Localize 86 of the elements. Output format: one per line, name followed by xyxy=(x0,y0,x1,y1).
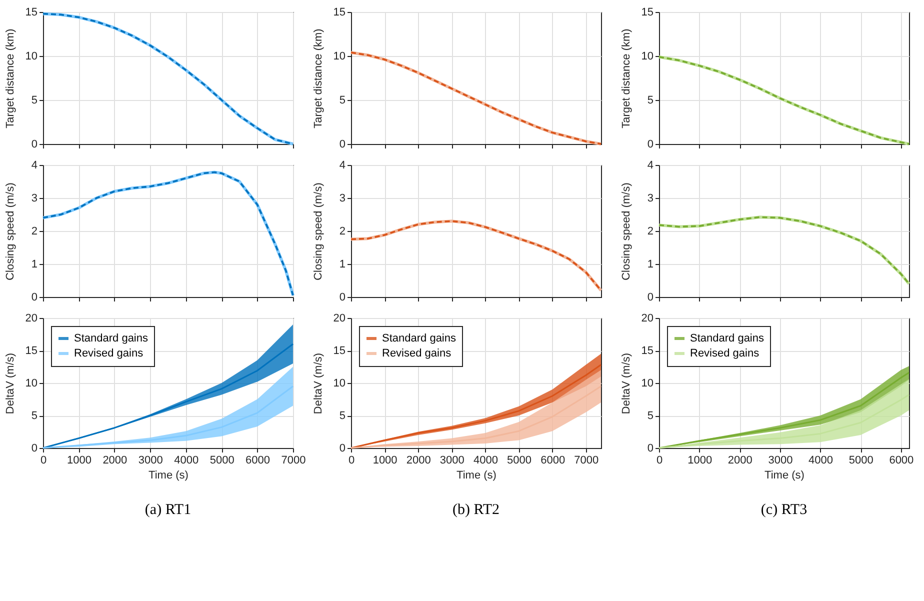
legend-label: Revised gains xyxy=(690,348,760,360)
y-tick-label: 5 xyxy=(31,94,38,106)
y-tick-label: 1 xyxy=(647,258,654,270)
y-tick-label: 4 xyxy=(647,160,654,172)
y-tick-label: 2 xyxy=(31,226,38,238)
legend-label: Standard gains xyxy=(382,332,456,344)
y-tick-label: 3 xyxy=(31,192,38,204)
y-tick-label: 0 xyxy=(647,292,654,304)
x-tick-label: 0 xyxy=(348,454,355,466)
y-tick-label: 15 xyxy=(333,6,346,18)
y-axis-title: DeltaV (m/s) xyxy=(620,352,632,414)
x-tick-label: 2000 xyxy=(406,454,431,466)
y-tick-label: 5 xyxy=(31,410,38,422)
y-tick-label: 0 xyxy=(647,138,654,150)
x-tick-label: 7000 xyxy=(574,454,599,466)
y-tick-label: 5 xyxy=(647,94,654,106)
y-tick-label: 5 xyxy=(647,410,654,422)
x-tick-label: 1000 xyxy=(688,454,712,466)
y-tick-label: 10 xyxy=(25,378,38,390)
x-tick-label: 6000 xyxy=(246,454,270,466)
x-tick-label: 3000 xyxy=(138,454,163,466)
y-axis-title: Target distance (km) xyxy=(312,28,324,128)
x-axis-title: Time (s) xyxy=(456,470,496,482)
y-axis-title: DeltaV (m/s) xyxy=(312,352,324,414)
y-axis-title: DeltaV (m/s) xyxy=(4,352,16,414)
y-tick-label: 10 xyxy=(25,50,38,62)
y-tick-label: 20 xyxy=(333,312,346,324)
y-tick-label: 10 xyxy=(641,50,654,62)
y-axis-title: Closing speed (m/s) xyxy=(620,182,632,280)
y-tick-label: 10 xyxy=(641,378,654,390)
y-tick-label: 1 xyxy=(31,258,38,270)
y-tick-label: 15 xyxy=(333,345,346,357)
x-tick-label: 3000 xyxy=(440,454,464,466)
legend-label: Revised gains xyxy=(382,348,452,360)
x-tick-label: 4000 xyxy=(473,454,498,466)
y-tick-label: 0 xyxy=(339,138,346,150)
y-tick-label: 0 xyxy=(31,442,38,454)
y-tick-label: 10 xyxy=(333,378,346,390)
y-tick-label: 2 xyxy=(647,226,654,238)
text: (a) RT1 xyxy=(144,502,192,518)
y-tick-label: 15 xyxy=(25,6,38,18)
y-tick-label: 15 xyxy=(641,6,654,18)
x-tick-label: 1000 xyxy=(66,454,92,466)
y-tick-label: 1 xyxy=(339,258,346,270)
y-tick-label: 4 xyxy=(339,160,346,172)
x-tick-label: 0 xyxy=(40,454,47,466)
x-tick-label: 3000 xyxy=(768,454,793,466)
x-tick-label: 5000 xyxy=(210,454,234,466)
y-tick-label: 20 xyxy=(641,312,654,324)
x-tick-label: 4000 xyxy=(808,454,834,466)
y-tick-label: 5 xyxy=(339,410,346,422)
y-tick-label: 0 xyxy=(31,292,38,304)
y-axis-title: Target distance (km) xyxy=(4,28,16,128)
y-tick-label: 2 xyxy=(339,226,346,238)
y-tick-label: 0 xyxy=(339,442,346,454)
y-tick-label: 4 xyxy=(31,160,38,172)
text: (b) RT2 xyxy=(452,502,500,518)
x-tick-label: 7000 xyxy=(281,454,306,466)
y-axis-title: Target distance (km) xyxy=(620,28,632,128)
y-tick-label: 5 xyxy=(339,94,346,106)
y-tick-label: 15 xyxy=(641,345,654,357)
x-tick-label: 0 xyxy=(656,454,663,466)
y-axis-title: Closing speed (m/s) xyxy=(4,182,16,280)
legend-label: Standard gains xyxy=(74,332,148,344)
x-tick-label: 2000 xyxy=(102,454,128,466)
y-tick-label: 20 xyxy=(25,312,38,324)
y-tick-label: 0 xyxy=(339,292,346,304)
x-tick-label: 2000 xyxy=(728,454,752,466)
y-tick-label: 3 xyxy=(339,192,346,204)
y-tick-label: 0 xyxy=(31,138,38,150)
text: (c) RT3 xyxy=(760,502,808,518)
x-tick-label: 4000 xyxy=(174,454,199,466)
y-tick-label: 0 xyxy=(647,442,654,454)
x-tick-label: 6000 xyxy=(540,454,566,466)
y-tick-label: 10 xyxy=(333,50,346,62)
x-tick-label: 5000 xyxy=(507,454,532,466)
x-tick-label: 1000 xyxy=(372,454,398,466)
x-tick-label: 6000 xyxy=(889,454,914,466)
y-tick-label: 15 xyxy=(25,345,38,357)
x-axis-title: Time (s) xyxy=(148,470,188,482)
legend-label: Revised gains xyxy=(74,348,144,360)
x-axis-title: Time (s) xyxy=(764,470,804,482)
y-tick-label: 3 xyxy=(647,192,654,204)
legend-label: Standard gains xyxy=(690,332,764,344)
x-tick-label: 5000 xyxy=(848,454,874,466)
y-axis-title: Closing speed (m/s) xyxy=(312,182,324,280)
